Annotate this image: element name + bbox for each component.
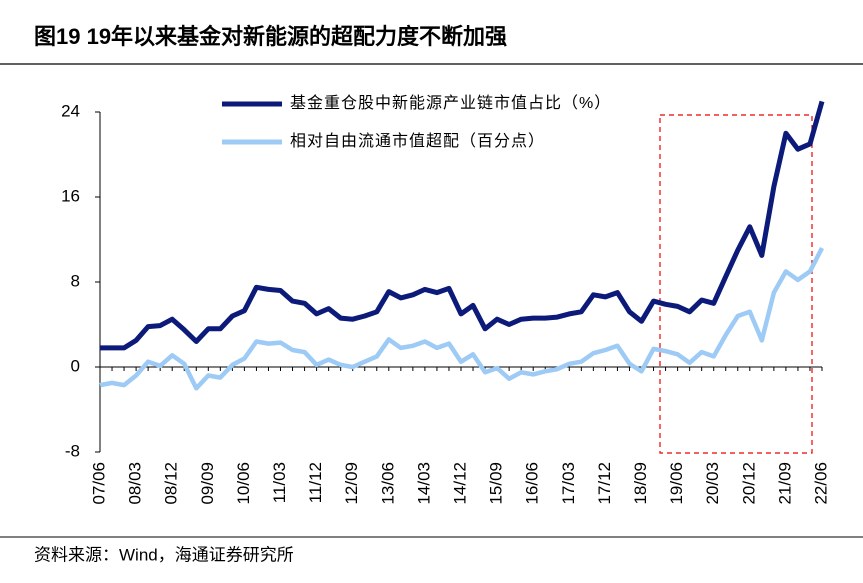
x-tick-label: 22/06	[811, 462, 830, 505]
x-tick-label: 10/06	[234, 462, 253, 505]
legend-label: 基金重仓股中新能源产业链市值占比（%）	[290, 94, 611, 112]
x-tick-label: 11/12	[306, 462, 325, 503]
y-tick-label: 16	[61, 186, 80, 205]
x-tick-label: 08/03	[126, 462, 145, 505]
y-tick-label: 24	[61, 101, 80, 120]
x-tick-label: 17/03	[559, 462, 578, 505]
x-tick-label: 16/06	[523, 462, 542, 505]
line-series	[99, 246, 825, 391]
highlight-box	[659, 114, 813, 454]
x-tick-label: 15/09	[487, 462, 506, 505]
x-tick-label: 11/03	[270, 462, 289, 503]
y-tick-label: -8	[65, 441, 80, 460]
x-tick-label: 20/03	[703, 462, 722, 505]
x-tick-label: 19/06	[667, 462, 686, 505]
x-tick-label: 12/09	[342, 462, 361, 505]
x-tick-label: 17/12	[595, 462, 614, 505]
y-tick-label: 8	[71, 271, 80, 290]
x-tick-label: 20/12	[739, 462, 758, 505]
x-tick-label: 13/06	[378, 462, 397, 505]
line-series	[100, 100, 825, 351]
x-tick-label: 14/12	[450, 462, 469, 505]
x-tick-label: 18/09	[631, 462, 650, 505]
chart-title: 图19 19年以来基金对新能源的超配力度不断加强	[34, 24, 507, 49]
legend-label: 相对自由流通市值超配（百分点）	[290, 132, 545, 150]
x-tick-label: 21/09	[775, 462, 794, 505]
x-tick-label: 14/03	[414, 462, 433, 505]
x-tick-label: 09/09	[198, 462, 217, 505]
y-tick-label: 0	[71, 356, 80, 375]
x-tick-label: 08/12	[162, 462, 181, 505]
x-tick-label: 07/06	[89, 462, 108, 505]
source: 资料来源：Wind，海通证券研究所	[34, 545, 294, 564]
